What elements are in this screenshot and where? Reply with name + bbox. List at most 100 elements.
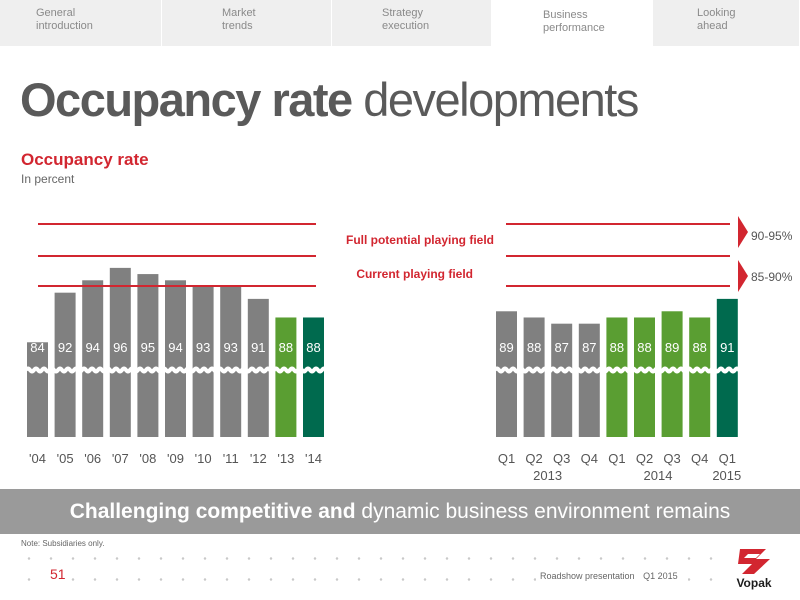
page-title-light: developments	[351, 73, 639, 126]
annual-value-label: 93	[196, 340, 210, 355]
tab-market-trends[interactable]: Market trends	[162, 0, 332, 46]
quarterly-value-label: 88	[637, 340, 651, 355]
tab-looking-ahead[interactable]: Looking ahead	[653, 0, 800, 46]
tab-label-line2: trends	[222, 20, 253, 32]
tab-label-line2: ahead	[697, 20, 728, 32]
annual-tick-label: '05	[57, 451, 74, 466]
quarterly-tick-label: Q3	[663, 451, 680, 466]
annual-value-label: 88	[279, 340, 293, 355]
current-playing-field-label: Current playing field	[356, 267, 473, 281]
year-label: 2015	[712, 468, 741, 483]
annual-tick-label: '14	[305, 451, 322, 466]
annual-value-label: 84	[30, 340, 44, 355]
tab-label-line1: General	[36, 7, 76, 19]
quarterly-value-label: 87	[582, 340, 596, 355]
quarterly-tick-label: Q3	[553, 451, 570, 466]
page-number: 51	[46, 566, 70, 582]
annual-bar	[109, 267, 131, 437]
annual-bar	[27, 342, 48, 437]
conclusion-banner: Challenging competitive and dynamic busi…	[0, 489, 800, 534]
annual-tick-label: '13	[277, 451, 294, 466]
range-arrow-icon	[738, 260, 748, 292]
quarterly-value-label: 88	[610, 340, 624, 355]
quarterly-value-label: 88	[527, 340, 541, 355]
quarterly-tick-label: Q1	[719, 451, 736, 466]
quarterly-bar	[689, 317, 711, 437]
range-arrow-icon	[738, 216, 748, 248]
annual-value-label: 95	[141, 340, 155, 355]
footnote: Note: Subsidiaries only.	[21, 539, 105, 548]
quarterly-tick-label: Q1	[498, 451, 515, 466]
tab-label-line2: execution	[382, 20, 430, 32]
quarterly-value-label: 91	[720, 340, 734, 355]
range-label-low: 85-90%	[751, 270, 793, 284]
annual-tick-label: '08	[139, 451, 156, 466]
occupancy-chart: 84 '04 92 '05 94 '06 96 '07 95 '08 94 '09 93 '10 93 '11…	[24, 216, 793, 483]
quarterly-tick-label: Q2	[636, 451, 653, 466]
quarterly-value-label: 89	[499, 340, 513, 355]
tab-label-line1: Business	[543, 9, 588, 21]
annual-value-label: 91	[251, 340, 265, 355]
chart-title: Occupancy rate	[21, 150, 149, 169]
quarterly-value-label: 87	[554, 340, 568, 355]
tab-label-line2: introduction	[36, 20, 93, 32]
quarterly-value-label: 89	[665, 340, 679, 355]
quarterly-bar	[551, 323, 573, 437]
annual-tick-label: '12	[250, 451, 267, 466]
range-label-high: 90-95%	[751, 229, 793, 243]
footer-info: Roadshow presentation Q1 2015	[536, 571, 688, 581]
tab-strategy-execution[interactable]: Strategy execution	[332, 0, 492, 46]
annual-bar	[137, 274, 159, 437]
annual-value-label: 93	[223, 340, 237, 355]
quarterly-tick-label: Q4	[691, 451, 708, 466]
annual-value-label: 94	[168, 340, 182, 355]
tab-label-line1: Strategy	[382, 7, 423, 19]
annual-bar	[303, 317, 324, 437]
logo-icon	[738, 549, 770, 574]
axis-break	[493, 366, 753, 374]
annual-value-label: 88	[306, 340, 320, 355]
annual-tick-label: '09	[167, 451, 184, 466]
footer-period: Q1 2015	[643, 571, 678, 581]
annual-bar	[82, 280, 104, 437]
tab-label-line1: Market	[222, 7, 256, 19]
annual-tick-label: '07	[112, 451, 129, 466]
quarterly-bar	[523, 317, 545, 437]
annual-value-label: 96	[113, 340, 127, 355]
annual-bar	[192, 286, 214, 437]
quarterly-bar	[634, 317, 655, 437]
banner-bold: Challenging competitive and	[69, 500, 356, 523]
annual-tick-label: '04	[29, 451, 46, 466]
quarterly-tick-label: Q2	[525, 451, 542, 466]
annual-value-label: 92	[58, 340, 72, 355]
vopak-logo: Vopak	[726, 546, 782, 592]
annual-bar	[54, 292, 76, 437]
banner-light: dynamic business environment remains	[355, 500, 731, 523]
year-label: 2014	[644, 468, 673, 483]
section-tabs: General introduction Market trends Strat…	[0, 0, 800, 46]
page-title-bold: Occupancy rate	[20, 73, 353, 126]
year-label: 2013	[533, 468, 562, 483]
presentation-name: Roadshow presentation	[540, 571, 635, 581]
dot-pattern	[18, 548, 778, 590]
quarterly-tick-label: Q4	[581, 451, 598, 466]
quarterly-bar	[661, 311, 683, 437]
chart-unit: In percent	[21, 172, 75, 186]
quarterly-bar	[606, 317, 628, 437]
tab-business-performance[interactable]: Business performance	[492, 0, 653, 46]
tab-label-line1: Looking	[697, 7, 736, 19]
annual-tick-label: '10	[195, 451, 212, 466]
quarterly-bar	[578, 323, 600, 437]
annual-bar	[165, 280, 186, 437]
annual-value-label: 94	[85, 340, 99, 355]
annual-bar	[220, 286, 242, 437]
quarterly-tick-label: Q1	[608, 451, 625, 466]
axis-break	[24, 366, 332, 374]
annual-tick-label: '11	[223, 451, 239, 466]
page-title: Occupancy rate developments	[20, 72, 639, 128]
tab-label-line2: performance	[543, 22, 605, 34]
full-potential-label: Full potential playing field	[346, 233, 494, 247]
quarterly-bar	[496, 311, 517, 437]
tab-general-introduction[interactable]: General introduction	[0, 0, 162, 46]
annual-bar	[275, 317, 297, 437]
